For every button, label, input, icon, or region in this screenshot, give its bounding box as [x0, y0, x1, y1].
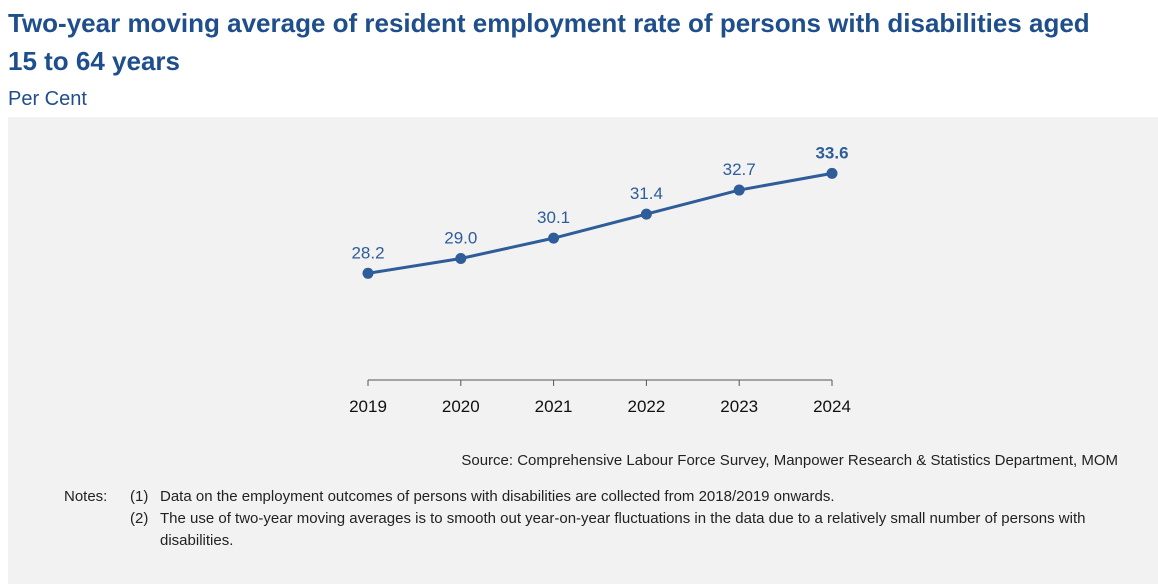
- x-tick-label: 2024: [813, 397, 851, 416]
- x-tick-label: 2023: [720, 397, 758, 416]
- note-number: (2): [130, 510, 149, 527]
- chart-subtitle: Per Cent: [8, 88, 87, 110]
- note: Notes: (1) Data on the employment outcom…: [64, 486, 1158, 508]
- note-text: The use of two-year moving averages is t…: [160, 510, 1086, 549]
- data-point: [548, 232, 560, 244]
- data-line: [367, 171, 833, 275]
- data-label: 29.0: [444, 229, 477, 248]
- data-point: [455, 253, 467, 264]
- data-point: [640, 208, 652, 220]
- x-tick-label: 2022: [627, 397, 665, 416]
- notes-label: Notes:: [64, 488, 108, 505]
- note-number: (1): [130, 488, 149, 505]
- source-note: Source: Comprehensive Labour Force Surve…: [461, 452, 1118, 469]
- note-text: Data on the employment outcomes of perso…: [160, 488, 835, 505]
- chart-title: Two-year moving average of resident empl…: [8, 8, 1090, 76]
- data-label: 30.1: [537, 208, 570, 227]
- chart-panel: [8, 117, 1158, 584]
- x-tick-label: 2020: [442, 397, 480, 416]
- x-tick-label: 2021: [535, 397, 573, 416]
- note: (2) The use of two-year moving averages …: [64, 508, 1158, 552]
- data-point: [362, 267, 374, 279]
- data-label: 31.4: [630, 184, 663, 203]
- notes: Notes: (1) Data on the employment outcom…: [64, 486, 1158, 552]
- data-label: 33.6: [815, 143, 848, 162]
- x-tick-label: 2019: [349, 397, 387, 416]
- data-label: 28.2: [351, 243, 384, 262]
- data-label: 32.7: [723, 160, 756, 179]
- data-point: [733, 184, 745, 196]
- data-point: [826, 167, 838, 179]
